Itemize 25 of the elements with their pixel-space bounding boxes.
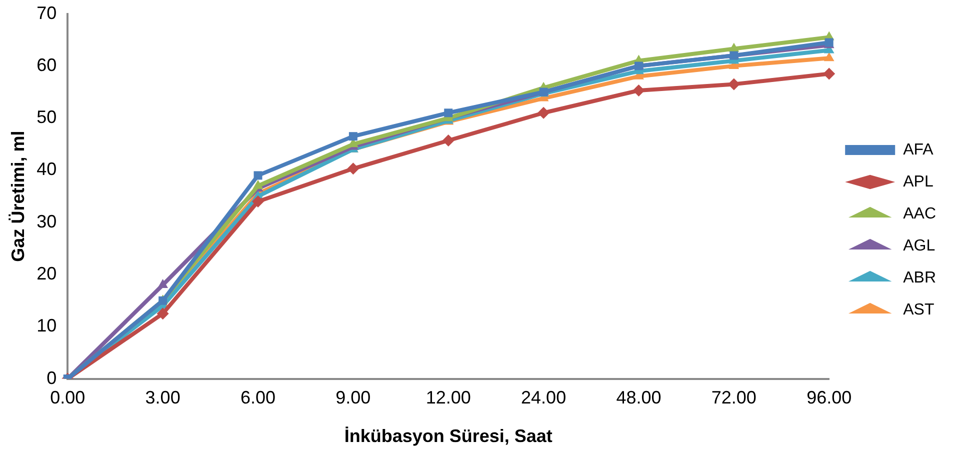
x-tick-label: 3.00: [145, 388, 180, 408]
y-tick-label: 40: [36, 159, 57, 180]
y-tick-label: 10: [36, 316, 57, 336]
legend-label: ABR: [903, 269, 936, 286]
x-tick-label: 6.00: [240, 388, 276, 408]
y-tick-label: 60: [36, 54, 57, 75]
legend-label: AFA: [903, 141, 934, 158]
legend-label: AGL: [903, 237, 936, 254]
legend-label: AST: [903, 301, 934, 318]
x-tick-label: 12.00: [426, 388, 471, 408]
y-axis-title: Gaz Üretimi, ml: [8, 130, 28, 262]
y-tick-label: 30: [36, 211, 57, 232]
legend-label: APL: [903, 173, 934, 190]
x-axis-title: İnkübasyon Süresi, Saat: [344, 426, 552, 446]
y-tick-label: 70: [36, 2, 57, 23]
x-tick-label: 24.00: [521, 388, 566, 408]
x-tick-label: 72.00: [711, 388, 756, 408]
x-tick-label: 48.00: [616, 388, 662, 408]
x-tick-label: 0.00: [50, 388, 86, 408]
y-tick-label: 20: [36, 263, 57, 284]
y-tick-label: 50: [36, 107, 57, 128]
legend-label: AAC: [903, 205, 936, 222]
x-tick-label: 9.00: [336, 388, 371, 408]
y-tick-label: 0: [46, 368, 57, 388]
x-tick-label: 96.00: [806, 388, 852, 408]
